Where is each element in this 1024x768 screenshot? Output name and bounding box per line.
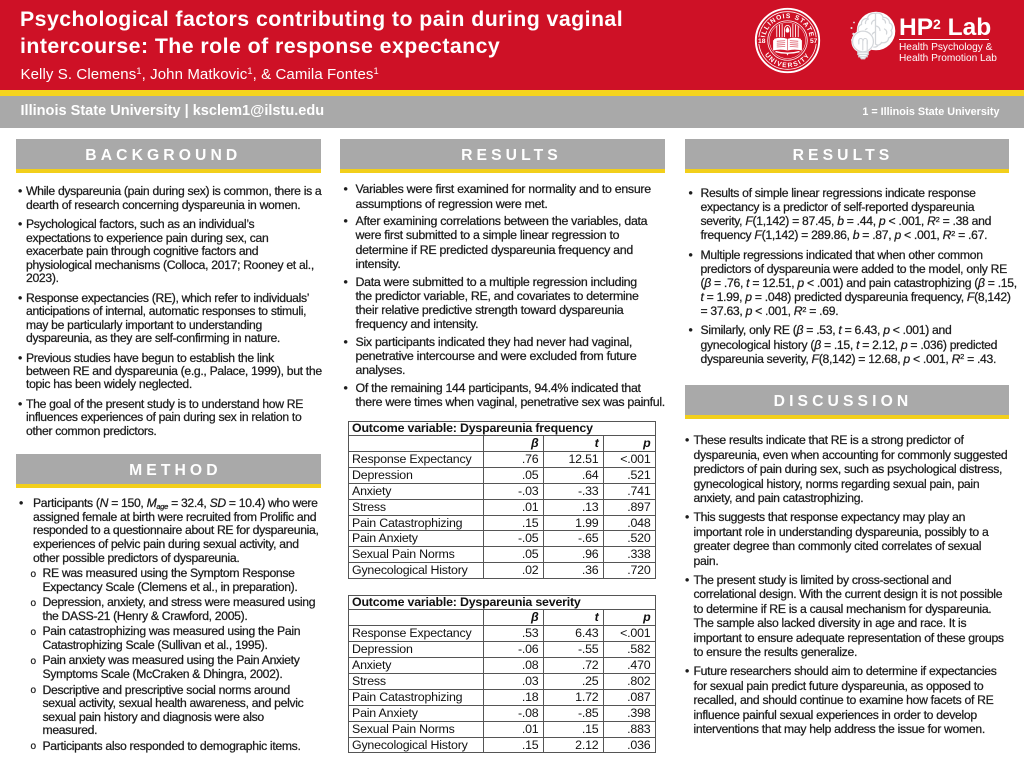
svg-text:57: 57	[810, 38, 818, 45]
svg-text:18: 18	[758, 38, 766, 45]
